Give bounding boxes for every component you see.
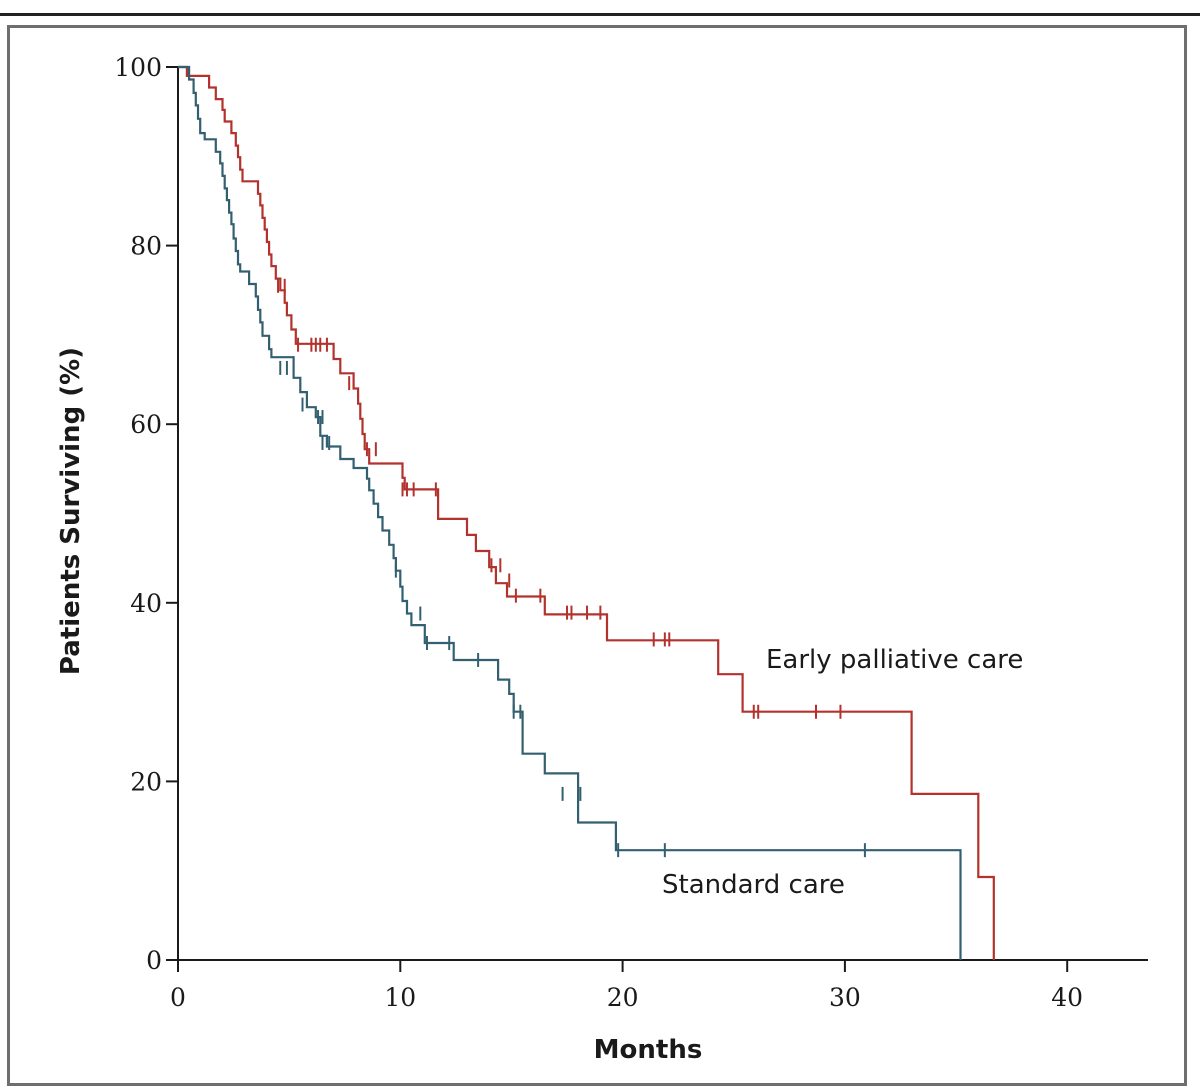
x-tick-label: 20 — [607, 983, 639, 1012]
y-tick-label: 40 — [130, 589, 162, 618]
chart-frame — [7, 25, 1187, 1086]
y-tick-label: 20 — [130, 767, 162, 796]
x-tick-label: 40 — [1051, 983, 1083, 1012]
y-tick-label: 60 — [130, 410, 162, 439]
series-line-standard-care — [178, 65, 962, 960]
series-line-early-palliative-care — [178, 65, 995, 960]
y-tick-label: 100 — [114, 53, 162, 82]
y-axis-title: Patients Surviving (%) — [56, 347, 86, 675]
x-ticks: 0 10 20 30 40 — [170, 960, 1083, 1012]
y-tick-label: 0 — [146, 946, 162, 975]
y-tick-label: 80 — [130, 232, 162, 261]
label-early-palliative-care: Early palliative care — [766, 645, 1023, 675]
top-rule — [0, 13, 1200, 16]
x-axis-title: Months — [594, 1035, 703, 1065]
y-ticks: 0 20 40 60 80 100 — [114, 53, 178, 975]
series-layer — [178, 65, 995, 960]
label-standard-care: Standard care — [662, 870, 845, 900]
x-tick-label: 30 — [829, 983, 861, 1012]
axes — [177, 67, 1148, 961]
x-tick-label: 10 — [384, 983, 416, 1012]
x-tick-label: 0 — [170, 983, 186, 1012]
